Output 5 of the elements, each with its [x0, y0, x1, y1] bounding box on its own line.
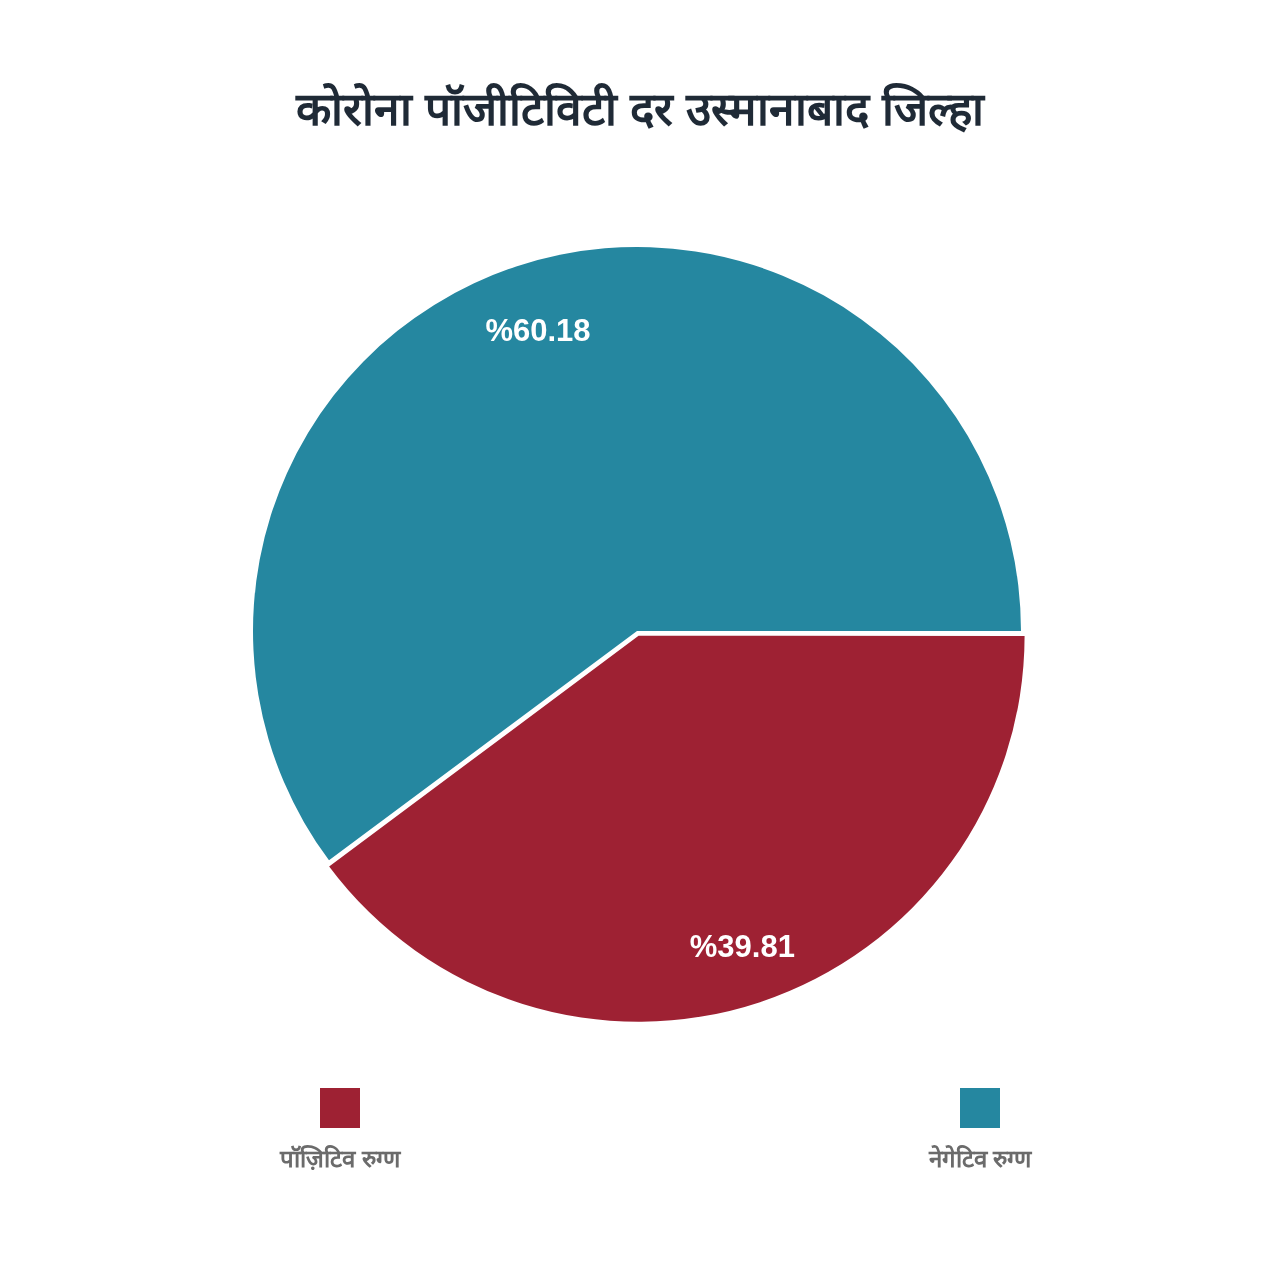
data-label: %39.81 — [689, 929, 795, 965]
legend-label: नेगेटिव रुग्ण — [927, 1144, 1034, 1172]
data-label: %60.18 — [485, 312, 591, 348]
legend-label: पॉज़िटिव रुग्ण — [279, 1144, 402, 1172]
chart-title: कोरोना पॉजीटिविटी दर उस्मानाबाद जिल्हा — [295, 82, 986, 135]
